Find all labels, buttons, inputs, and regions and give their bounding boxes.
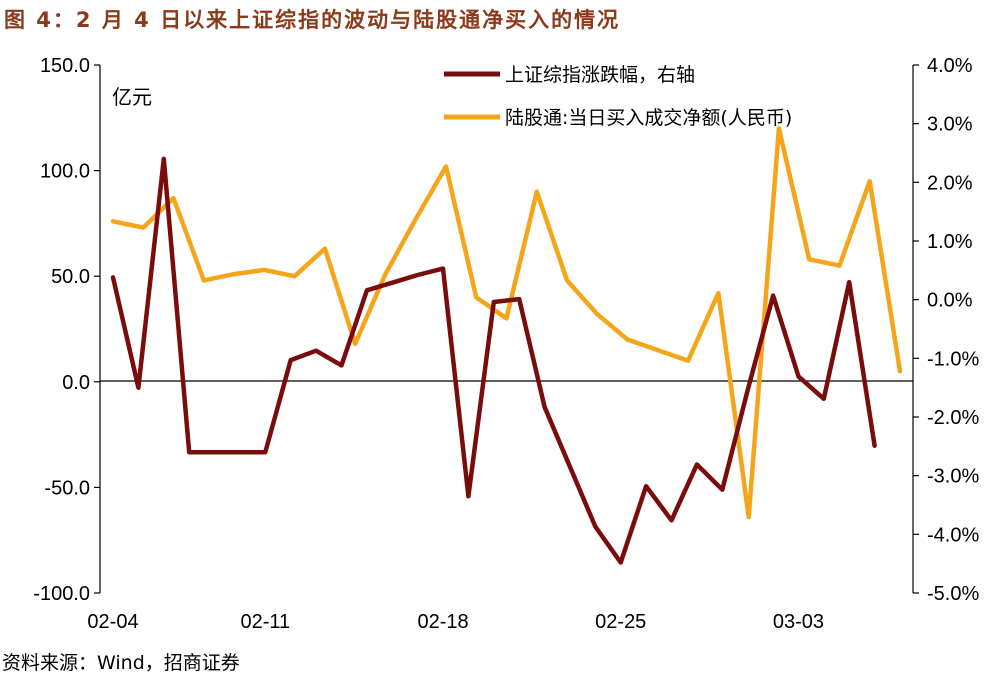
series-layer [110, 126, 903, 565]
x-tick-label: 02-11 [240, 611, 290, 633]
left-tick-label: -50.0 [44, 477, 90, 499]
series-line-northbound-flow [110, 126, 903, 520]
x-tick-label: 02-04 [87, 611, 138, 633]
right-tick-label: -4.0% [927, 524, 979, 546]
right-tick-label: 4.0% [927, 55, 973, 77]
right-tick-label: -2.0% [927, 407, 979, 429]
x-axis-ticks: 02-04 02-11 02-18 02-25 03-03 [87, 611, 824, 633]
legend-label-index: 上证综指涨跌幅，右轴 [505, 64, 695, 86]
source-note: 资料来源：Wind，招商证券 [2, 652, 240, 674]
right-tick-label: 0.0% [927, 290, 973, 312]
left-axis-ticks: -100.0 -50.0 0.0 50.0 100.0 150.0 [33, 55, 100, 605]
chart-title: 图 4：2 月 4 日以来上证综指的波动与陆股通净买入的情况 [4, 8, 621, 32]
right-tick-label: 1.0% [927, 231, 973, 253]
right-axis-ticks: -5.0% -4.0% -3.0% -2.0% -1.0% 0.0% 1.0% 2.0% 3.0… [913, 55, 979, 605]
left-tick-label: 150.0 [40, 55, 90, 77]
series-line-index-change [110, 156, 877, 565]
right-tick-label: 2.0% [927, 172, 973, 194]
right-tick-label: 3.0% [927, 114, 973, 136]
left-tick-label: 50.0 [51, 266, 90, 288]
x-tick-label: 02-18 [417, 611, 468, 633]
left-axis-unit: 亿元 [112, 85, 152, 109]
left-tick-label: -100.0 [33, 583, 90, 605]
x-tick-label: 02-25 [595, 611, 646, 633]
left-tick-label: 0.0 [62, 372, 90, 394]
right-tick-label: -5.0% [927, 583, 979, 605]
right-tick-label: -3.0% [927, 466, 979, 488]
legend-label-flow: 陆股通:当日买入成交净额(人民币) [505, 107, 792, 129]
right-tick-label: -1.0% [927, 348, 979, 370]
legend: 上证综指涨跌幅，右轴 陆股通:当日买入成交净额(人民币) [444, 64, 792, 129]
x-tick-label: 03-03 [773, 611, 824, 633]
left-tick-label: 100.0 [40, 161, 90, 183]
